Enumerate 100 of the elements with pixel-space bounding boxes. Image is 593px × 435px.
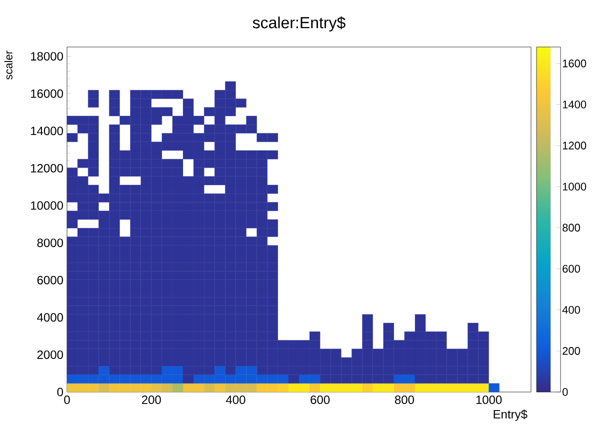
point [66,357,78,366]
point [362,366,373,375]
point [130,124,141,134]
point [88,210,99,220]
point [225,357,236,366]
point [457,348,468,358]
point [140,236,152,246]
point [109,374,120,384]
point [457,366,468,375]
point [193,383,204,392]
point [120,210,130,220]
point [267,245,278,254]
point [109,210,120,220]
point [225,210,236,220]
point [140,210,152,220]
point [140,322,152,332]
point [109,288,120,298]
point [204,202,215,211]
point [204,262,215,272]
point [457,357,468,366]
point [457,374,468,384]
point [267,288,278,298]
point [214,159,226,168]
point [109,322,120,332]
point [140,297,152,306]
point [162,306,173,314]
point [436,383,447,392]
point [130,116,141,125]
point [425,340,436,349]
point [383,322,394,332]
point [140,98,152,108]
point [88,254,99,263]
point [193,176,204,186]
point [341,383,352,392]
point [246,383,257,392]
point [140,202,152,211]
point [193,184,204,194]
point [372,374,384,384]
point [120,322,130,332]
point [182,262,194,272]
point [204,374,215,384]
point [288,366,300,375]
point [120,280,130,289]
point [66,262,78,272]
point [236,98,246,108]
point [172,176,184,186]
point [193,142,204,151]
point [383,366,394,375]
point [120,150,130,160]
point [204,107,215,116]
point [256,306,268,314]
point [182,297,194,306]
point [193,150,204,160]
point [193,262,204,272]
point [478,383,489,392]
point [446,348,458,358]
point [162,374,173,384]
point [130,184,141,194]
point [140,150,152,160]
point [236,322,246,332]
point [98,194,110,202]
point [468,340,478,349]
point [267,219,278,228]
point [267,314,278,324]
point [109,280,120,289]
point [214,168,226,176]
point [162,133,173,142]
point [246,184,257,194]
point [414,348,426,358]
point [151,297,162,306]
point [151,245,162,254]
point [214,133,226,142]
point [130,357,141,366]
x-tick-label: 0 [64,396,70,404]
point [352,383,362,392]
point [468,357,478,366]
point [109,228,120,237]
point [182,245,194,254]
point [256,374,268,384]
point [478,340,489,349]
point [256,348,268,358]
point [204,133,215,142]
point [225,202,236,211]
point [267,332,278,340]
point [140,271,152,280]
point [225,194,236,202]
point [193,116,204,125]
point [193,374,204,384]
point [162,271,173,280]
point [214,340,226,349]
point [468,366,478,375]
point [151,219,162,228]
point [130,236,141,246]
point [98,322,110,332]
point [172,245,184,254]
point [404,340,416,349]
point [256,383,268,392]
point [66,236,78,246]
point [404,366,416,375]
point [225,236,236,246]
